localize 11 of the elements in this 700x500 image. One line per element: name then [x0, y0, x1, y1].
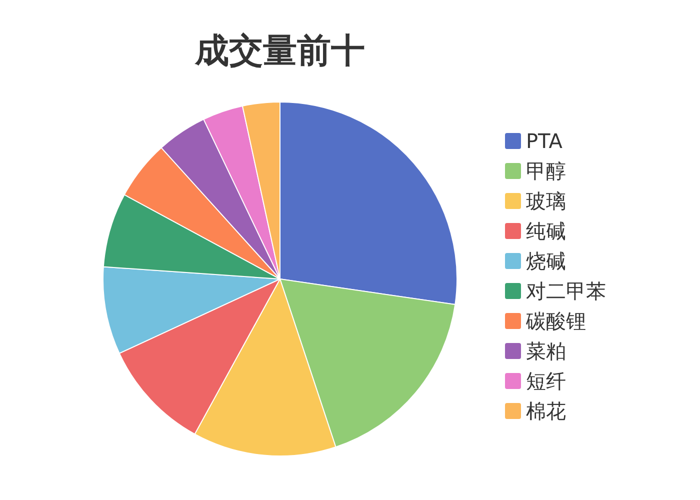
legend-label: 玻璃 — [526, 189, 566, 213]
legend-label: 短纤 — [526, 369, 566, 393]
chart-title: 成交量前十 — [194, 31, 365, 71]
legend-label: PTA — [526, 129, 563, 153]
legend-label: 对二甲苯 — [526, 279, 606, 303]
legend-label: 纯碱 — [526, 219, 566, 243]
legend-label: 菜粕 — [526, 339, 566, 363]
legend-label: 烧碱 — [526, 249, 566, 273]
legend-label: 碳酸锂 — [525, 309, 586, 333]
legend-label: 棉花 — [526, 399, 566, 423]
legend-label: 甲醇 — [526, 159, 566, 183]
